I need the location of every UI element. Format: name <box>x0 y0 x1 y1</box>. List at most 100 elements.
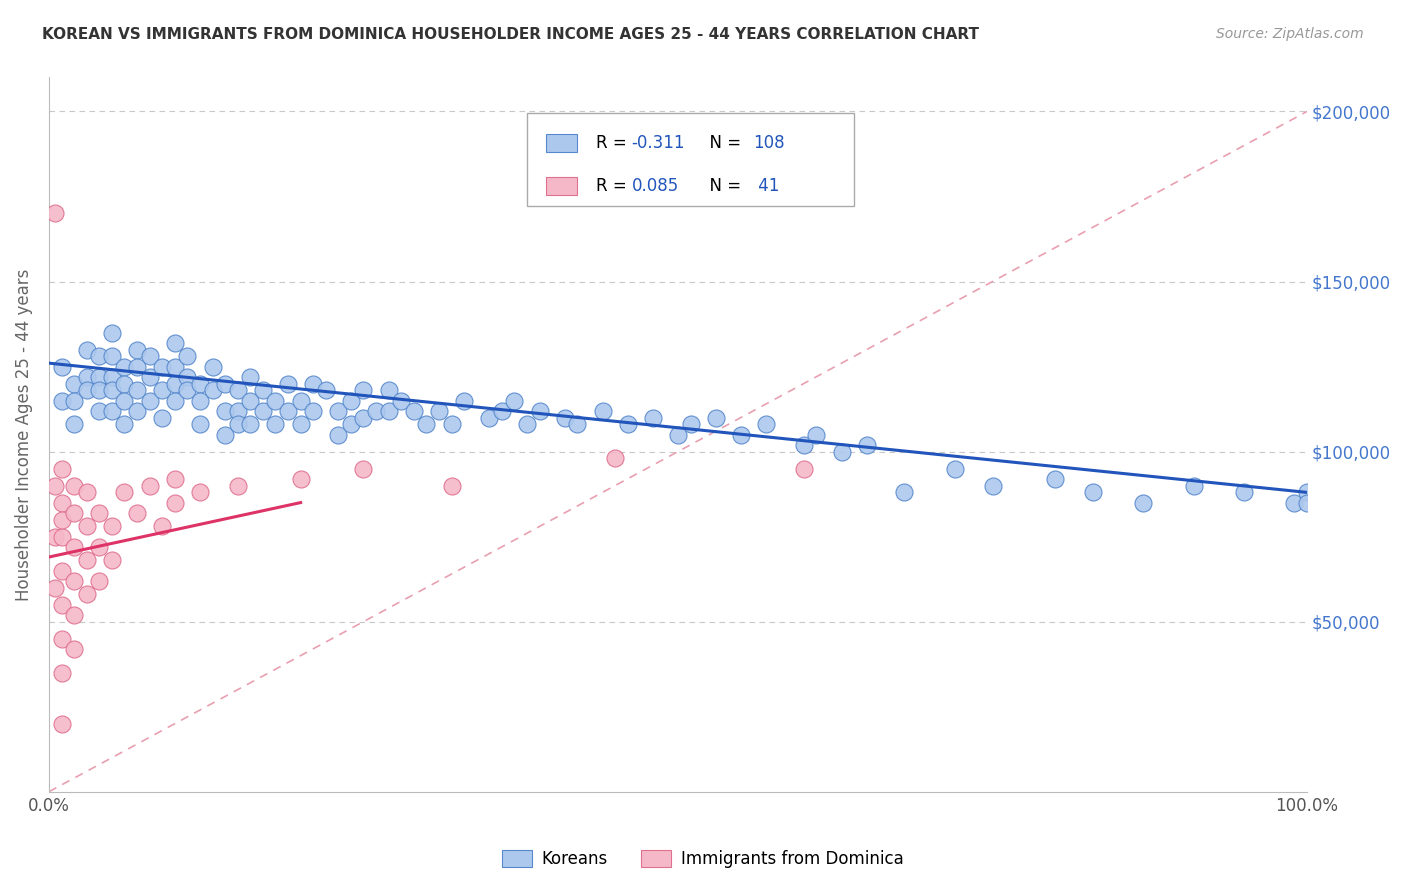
Point <box>44 478 66 492</box>
Point <box>290 472 312 486</box>
Point <box>101 369 124 384</box>
Point <box>214 376 236 391</box>
Point <box>51 495 73 509</box>
Point <box>114 376 136 391</box>
Point <box>529 403 551 417</box>
Point <box>163 495 186 509</box>
Point <box>150 519 173 533</box>
Point <box>176 369 198 384</box>
Point <box>163 376 186 391</box>
Point <box>328 427 350 442</box>
Point <box>302 403 325 417</box>
Point <box>51 716 73 731</box>
Point <box>704 410 727 425</box>
Point <box>290 393 312 408</box>
Point <box>188 376 211 391</box>
Point <box>592 403 614 417</box>
Point <box>252 403 274 417</box>
Point <box>125 384 148 398</box>
Point <box>188 417 211 432</box>
Point <box>89 384 111 398</box>
Point <box>641 410 664 425</box>
Point <box>76 587 98 601</box>
Point <box>1296 495 1319 509</box>
Point <box>63 376 86 391</box>
Point <box>125 403 148 417</box>
Point <box>138 349 160 363</box>
Point <box>806 427 828 442</box>
Point <box>981 478 1004 492</box>
Point <box>63 506 86 520</box>
Point <box>125 343 148 357</box>
Text: KOREAN VS IMMIGRANTS FROM DOMINICA HOUSEHOLDER INCOME AGES 25 - 44 YEARS CORRELA: KOREAN VS IMMIGRANTS FROM DOMINICA HOUSE… <box>42 27 979 42</box>
Point <box>114 393 136 408</box>
Point <box>51 461 73 475</box>
Text: N =: N = <box>699 134 747 152</box>
Point <box>125 506 148 520</box>
Point <box>567 417 589 432</box>
Point <box>138 478 160 492</box>
Point <box>239 417 262 432</box>
Point <box>328 403 350 417</box>
FancyBboxPatch shape <box>527 113 853 206</box>
Point <box>440 478 463 492</box>
Point <box>76 519 98 533</box>
Point <box>51 598 73 612</box>
Point <box>176 349 198 363</box>
Point <box>89 574 111 588</box>
Point <box>163 359 186 374</box>
Point <box>150 359 173 374</box>
Point <box>603 451 626 466</box>
Point <box>264 393 287 408</box>
Point <box>679 417 702 432</box>
Point <box>163 393 186 408</box>
Point <box>1132 495 1154 509</box>
Point <box>389 393 412 408</box>
Point <box>114 485 136 500</box>
Point <box>101 384 124 398</box>
Point <box>214 427 236 442</box>
Point <box>63 607 86 622</box>
Text: 108: 108 <box>754 134 785 152</box>
Point <box>377 403 399 417</box>
FancyBboxPatch shape <box>546 134 578 152</box>
Point <box>353 461 375 475</box>
Point <box>893 485 915 500</box>
Point <box>943 461 966 475</box>
Point <box>63 478 86 492</box>
Point <box>101 326 124 340</box>
Point <box>138 393 160 408</box>
Point <box>163 472 186 486</box>
Point <box>277 403 299 417</box>
Point <box>101 403 124 417</box>
Point <box>1045 472 1067 486</box>
Point <box>554 410 576 425</box>
Point <box>51 632 73 646</box>
Point <box>63 540 86 554</box>
Point <box>51 393 73 408</box>
Point <box>755 417 778 432</box>
Point <box>353 410 375 425</box>
Point <box>1284 495 1306 509</box>
Point <box>516 417 538 432</box>
Point <box>44 581 66 595</box>
Point <box>855 438 877 452</box>
Point <box>188 485 211 500</box>
Point <box>89 540 111 554</box>
Point <box>76 369 98 384</box>
Point <box>188 393 211 408</box>
Point <box>277 376 299 391</box>
Point <box>101 349 124 363</box>
Point <box>1233 485 1256 500</box>
Point <box>226 403 249 417</box>
Legend: Koreans, Immigrants from Dominica: Koreans, Immigrants from Dominica <box>495 843 911 875</box>
Point <box>89 403 111 417</box>
Point <box>353 384 375 398</box>
Point <box>114 417 136 432</box>
Point <box>76 553 98 567</box>
Point <box>252 384 274 398</box>
Point <box>226 478 249 492</box>
Point <box>453 393 475 408</box>
Point <box>44 530 66 544</box>
Point <box>76 485 98 500</box>
